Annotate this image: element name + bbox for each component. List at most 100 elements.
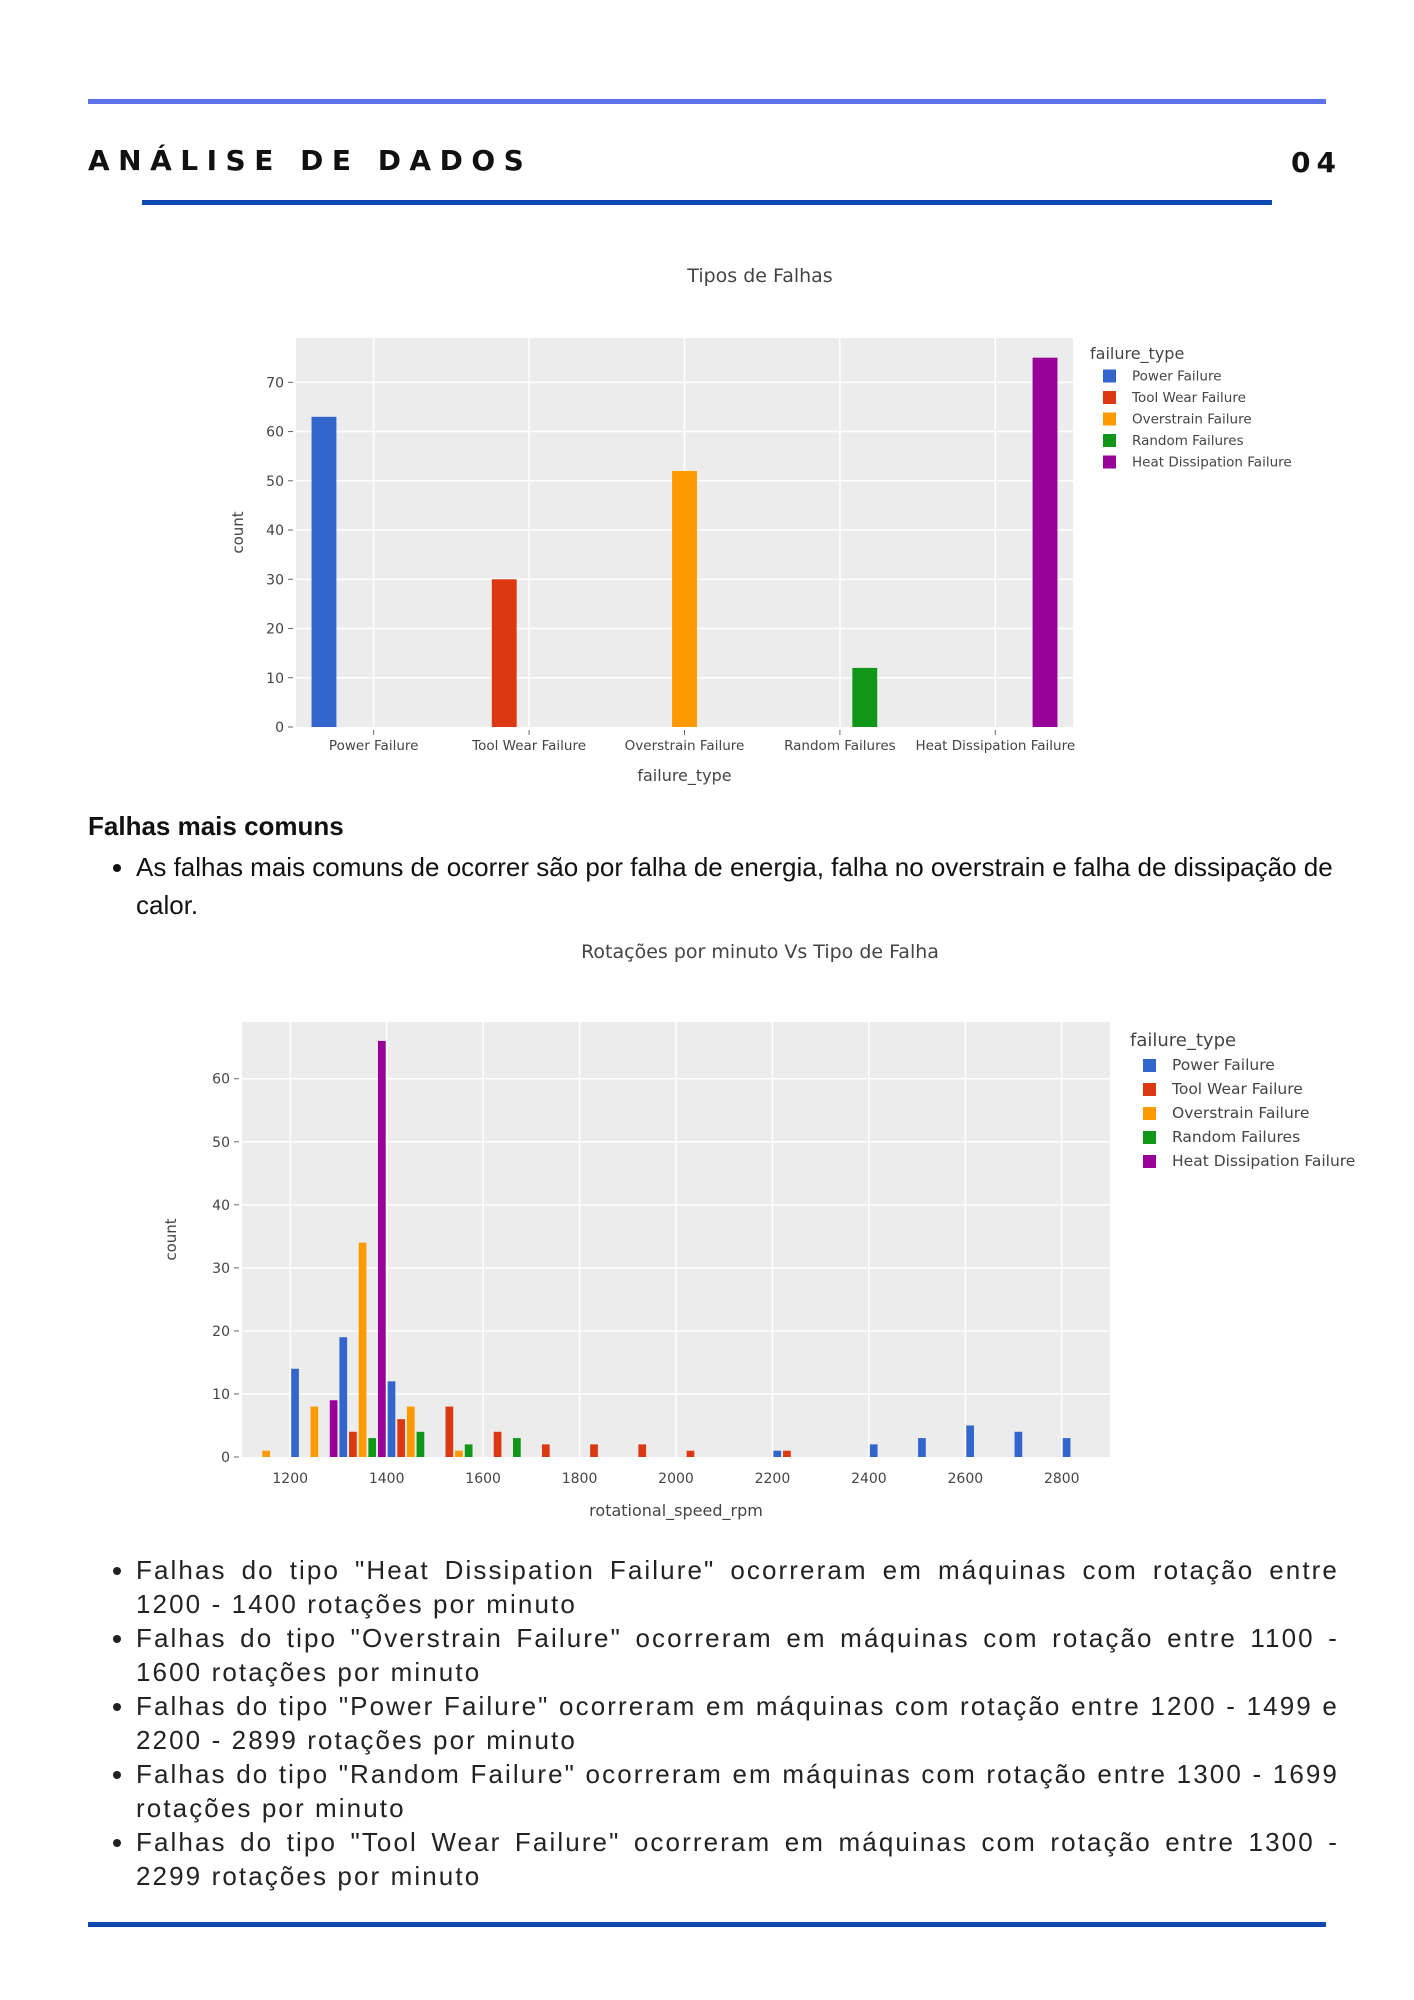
chart-title: Tipos de Falhas — [686, 265, 832, 287]
finding-item: Falhas do tipo "Random Failure" ocorrera… — [136, 1757, 1339, 1825]
findings-list: Falhas do tipo "Heat Dissipation Failure… — [88, 1553, 1339, 1893]
x-tick-label: 1800 — [562, 1471, 598, 1487]
bar — [339, 1337, 348, 1457]
bar — [358, 1242, 367, 1457]
bar — [349, 1431, 357, 1457]
finding-item: Falhas do tipo "Overstrain Failure" ocor… — [136, 1621, 1339, 1689]
bar — [638, 1444, 647, 1457]
legend-swatch — [1143, 1107, 1156, 1120]
legend-label: Power Failure — [1172, 1056, 1275, 1074]
bar — [464, 1444, 473, 1457]
x-tick-label: 2400 — [851, 1471, 887, 1487]
bar — [852, 667, 878, 727]
bar — [672, 470, 697, 727]
x-tick-label: 1200 — [272, 1471, 308, 1487]
intro-item: As falhas mais comuns de ocorrer são por… — [136, 848, 1386, 924]
legend-label: Tool Wear Failure — [1131, 390, 1246, 406]
y-tick-label: 20 — [212, 1324, 230, 1340]
bar — [966, 1425, 975, 1457]
header-top-rule — [88, 99, 1326, 104]
bar — [1062, 1438, 1071, 1457]
legend-label: Power Failure — [1132, 369, 1222, 385]
y-tick-label: 0 — [221, 1450, 230, 1466]
rpm-vs-failure-chart: Rotações por minuto Vs Tipo de Falha 0 10 2… — [162, 941, 1355, 1520]
page-number: 04 — [1291, 146, 1342, 179]
legend-label: Heat Dissipation Failure — [1132, 455, 1292, 471]
legend-label: Tool Wear Failure — [1171, 1080, 1303, 1098]
bar — [329, 1400, 338, 1457]
legend-label: Random Failures — [1172, 1128, 1300, 1146]
legend-label: Overstrain Failure — [1172, 1104, 1309, 1122]
y-axis-label: count — [229, 511, 247, 553]
bar — [590, 1444, 598, 1457]
legend-swatch — [1103, 412, 1116, 426]
bar — [455, 1450, 463, 1457]
bar — [445, 1406, 454, 1457]
x-tick-label: 1600 — [465, 1471, 501, 1487]
x-tick-label: Tool Wear Failure — [471, 738, 586, 754]
y-tick-label: 70 — [266, 375, 284, 391]
y-tick-label: 30 — [266, 572, 284, 588]
legend-label: Heat Dissipation Failure — [1172, 1152, 1355, 1170]
bar — [262, 1450, 270, 1457]
finding-item: Falhas do tipo "Power Failure" ocorreram… — [136, 1689, 1339, 1757]
bar — [783, 1450, 791, 1457]
x-tick-label: 1400 — [369, 1471, 405, 1487]
y-tick-label: 0 — [275, 720, 284, 736]
y-axis-label: count — [162, 1218, 180, 1260]
legend-title: failure_type — [1090, 344, 1184, 364]
failure-types-chart: Tipos de Falhas 0 10 20 30 40 50 60 70 count failu… — [229, 265, 1292, 786]
x-tick-label: 2800 — [1044, 1471, 1080, 1487]
bar — [773, 1450, 782, 1457]
x-tick-label: Power Failure — [329, 738, 419, 754]
bar — [291, 1368, 299, 1457]
y-tick-label: 40 — [212, 1198, 230, 1214]
y-tick-label: 60 — [212, 1072, 230, 1088]
chart-title: Rotações por minuto Vs Tipo de Falha — [581, 941, 939, 963]
bar — [869, 1444, 878, 1457]
section-heading: Falhas mais comuns — [88, 811, 344, 841]
legend-swatch — [1103, 391, 1116, 404]
bar — [368, 1438, 377, 1457]
legend-swatch — [1143, 1155, 1156, 1168]
x-tick-label: Heat Dissipation Failure — [915, 738, 1075, 754]
y-tick-label: 30 — [212, 1261, 230, 1277]
legend-swatch — [1143, 1083, 1156, 1096]
y-tick-label: 10 — [212, 1387, 230, 1403]
legend-swatch — [1143, 1059, 1156, 1072]
header-title: ANÁLISE DE DADOS — [88, 144, 533, 177]
y-tick-label: 50 — [266, 474, 284, 490]
x-tick-label: 2200 — [755, 1471, 791, 1487]
x-tick-label: Overstrain Failure — [625, 738, 745, 754]
bar — [387, 1381, 396, 1457]
x-tick-label: 2000 — [658, 1471, 694, 1487]
bar — [406, 1406, 415, 1457]
bar — [377, 1040, 386, 1457]
y-tick-label: 60 — [266, 425, 284, 441]
finding-item: Falhas do tipo "Tool Wear Failure" ocorr… — [136, 1825, 1339, 1893]
legend-swatch — [1103, 455, 1116, 469]
x-axis-label: rotational_speed_rpm — [589, 1501, 763, 1520]
bar — [493, 1431, 502, 1457]
header-bottom-rule — [142, 200, 1272, 205]
x-tick-label: 2600 — [948, 1471, 984, 1487]
x-axis-label: failure_type — [637, 766, 731, 786]
y-tick-label: 50 — [212, 1135, 230, 1151]
legend-title: failure_type — [1130, 1030, 1236, 1051]
bar — [1014, 1431, 1023, 1457]
y-tick-label: 10 — [266, 671, 284, 687]
finding-item: Falhas do tipo "Heat Dissipation Failure… — [136, 1553, 1339, 1621]
bar — [541, 1444, 550, 1457]
bar — [513, 1438, 521, 1457]
bar — [311, 416, 337, 727]
bar — [918, 1438, 926, 1457]
legend-label: Overstrain Failure — [1132, 412, 1252, 428]
bar — [310, 1406, 319, 1457]
footer-rule — [88, 1922, 1326, 1927]
y-tick-label: 40 — [266, 523, 284, 539]
y-tick-label: 20 — [266, 622, 284, 638]
x-tick-label: Random Failures — [784, 738, 896, 754]
legend-swatch — [1143, 1131, 1156, 1144]
bar — [491, 579, 517, 727]
intro-list: As falhas mais comuns de ocorrer são por… — [88, 848, 1386, 924]
